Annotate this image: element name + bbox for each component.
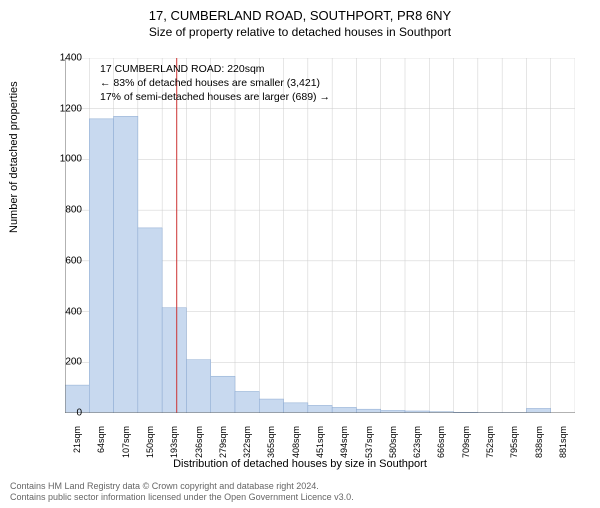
annotation-line1: 17 CUMBERLAND ROAD: 220sqm: [100, 62, 330, 76]
annotation-box: 17 CUMBERLAND ROAD: 220sqm ← 83% of deta…: [100, 62, 330, 105]
chart-area: [65, 58, 575, 413]
bar: [284, 403, 308, 413]
annotation-line2: ← 83% of detached houses are smaller (3,…: [100, 76, 330, 90]
chart-subtitle: Size of property relative to detached ho…: [0, 25, 600, 39]
y-tick: 1000: [52, 154, 82, 165]
annotation-line3: 17% of semi-detached houses are larger (…: [100, 90, 330, 104]
chart-svg: [65, 58, 575, 413]
y-tick: 400: [52, 306, 82, 317]
footer-line2: Contains public sector information licen…: [10, 492, 354, 504]
bar: [114, 116, 138, 413]
footer: Contains HM Land Registry data © Crown c…: [10, 481, 354, 504]
bar: [235, 391, 259, 413]
bar: [211, 376, 235, 413]
y-tick: 200: [52, 357, 82, 368]
y-tick: 1400: [52, 53, 82, 64]
x-axis-label: Distribution of detached houses by size …: [0, 458, 600, 470]
chart-title: 17, CUMBERLAND ROAD, SOUTHPORT, PR8 6NY: [0, 8, 600, 23]
y-tick: 0: [52, 408, 82, 419]
y-axis-label: Number of detached properties: [8, 81, 20, 233]
y-tick: 1200: [52, 103, 82, 114]
bar: [162, 308, 186, 413]
bar: [138, 228, 162, 413]
y-tick: 800: [52, 205, 82, 216]
footer-line1: Contains HM Land Registry data © Crown c…: [10, 481, 354, 493]
bar: [526, 408, 550, 413]
y-tick: 600: [52, 255, 82, 266]
bar: [332, 407, 356, 413]
bar: [186, 360, 210, 413]
bar: [259, 399, 283, 413]
bar: [89, 119, 113, 413]
bar: [308, 405, 332, 413]
bar: [356, 409, 380, 413]
